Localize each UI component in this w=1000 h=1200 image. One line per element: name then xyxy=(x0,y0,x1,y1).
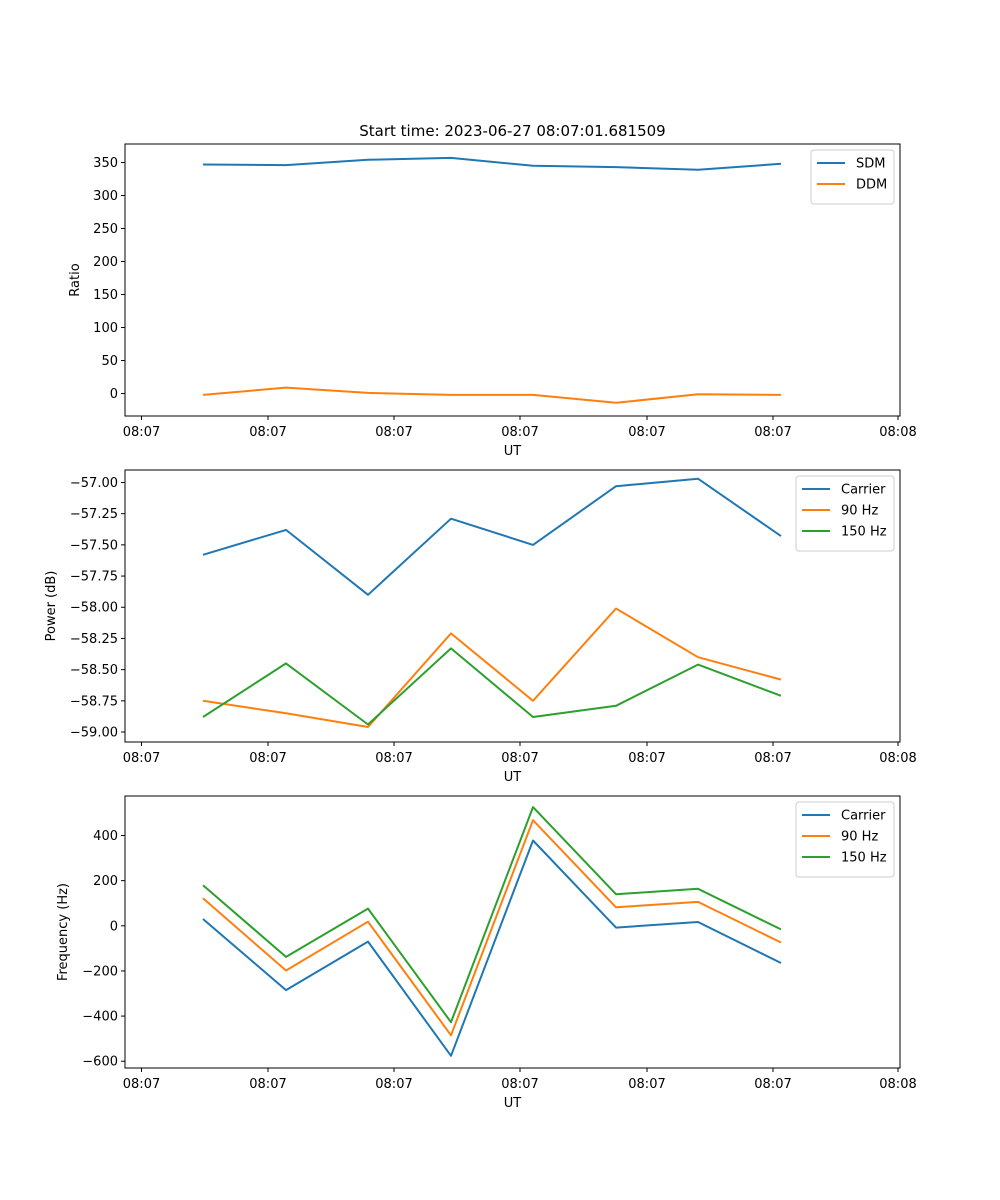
series-line-90-hz xyxy=(202,607,782,728)
x-tick-label: 08:07 xyxy=(501,751,538,766)
y-tick-label: 0 xyxy=(110,919,118,934)
series-line-150-hz xyxy=(202,806,782,1024)
y-tick-label: 400 xyxy=(93,829,118,844)
legend-entry: 150 Hz xyxy=(841,525,887,540)
y-tick-label: 100 xyxy=(93,321,118,336)
y-tick-label: −57.25 xyxy=(70,507,118,522)
y-tick-label: −57.75 xyxy=(70,570,118,585)
x-tick-label: 08:07 xyxy=(249,751,286,766)
series-line-150-hz xyxy=(202,647,782,726)
subplot-3: 08:07 08:07 08:07 08:07 08:07 08:07 08:08 −600 −… xyxy=(56,795,917,1111)
subplot-1: 08:07 08:07 08:07 08:07 08:07 08:07 08:08 0 50 10… xyxy=(68,143,917,459)
x-tick-label: 08:08 xyxy=(879,1077,916,1092)
axes-frame xyxy=(124,469,901,743)
x-tick-label: 08:07 xyxy=(249,425,286,440)
x-axis-label: UT xyxy=(504,444,522,459)
x-tick-label: 08:07 xyxy=(501,1077,538,1092)
y-tick-label: −600 xyxy=(82,1055,118,1070)
y-tick-label: 350 xyxy=(93,156,118,171)
x-tick-label: 08:07 xyxy=(754,751,791,766)
x-axis-label: UT xyxy=(504,1096,522,1111)
axes-frame xyxy=(124,795,901,1069)
series-line-90-hz xyxy=(202,819,782,1037)
y-axis-label: Power (dB) xyxy=(44,571,59,642)
legend-entry: 150 Hz xyxy=(841,851,887,866)
figure-title: Start time: 2023-06-27 08:07:01.681509 xyxy=(359,122,665,140)
x-tick-label: 08:07 xyxy=(501,425,538,440)
legend-entry: Carrier xyxy=(841,483,886,498)
y-tick-label: 0 xyxy=(110,387,118,402)
legend-box xyxy=(795,475,895,552)
x-tick-label: 08:08 xyxy=(879,425,916,440)
x-tick-label: 08:07 xyxy=(123,751,160,766)
series-line-carrier xyxy=(202,477,782,596)
x-tick-label: 08:07 xyxy=(628,751,665,766)
y-tick-label: 200 xyxy=(93,255,118,270)
x-tick-label: 08:07 xyxy=(375,751,412,766)
legend: SDM DDM xyxy=(810,149,895,205)
legend-entry: SDM xyxy=(856,157,885,172)
legend: Carrier 90 Hz 150 Hz xyxy=(795,801,895,878)
y-tick-label: 50 xyxy=(101,354,118,369)
legend-entry: 90 Hz xyxy=(841,830,878,845)
x-tick-label: 08:07 xyxy=(628,1077,665,1092)
x-tick-label: 08:08 xyxy=(879,751,916,766)
x-tick-label: 08:07 xyxy=(754,1077,791,1092)
legend-box xyxy=(795,801,895,878)
y-tick-label: −57.50 xyxy=(70,538,118,553)
legend: Carrier 90 Hz 150 Hz xyxy=(795,475,895,552)
legend-entry: DDM xyxy=(856,178,887,193)
y-tick-label: 200 xyxy=(93,874,118,889)
legend-entry: 90 Hz xyxy=(841,504,878,519)
x-tick-label: 08:07 xyxy=(375,425,412,440)
axes-frame xyxy=(124,143,901,417)
y-tick-label: −58.75 xyxy=(70,694,118,709)
legend-entry: Carrier xyxy=(841,809,886,824)
x-tick-label: 08:07 xyxy=(375,1077,412,1092)
y-tick-label: 150 xyxy=(93,288,118,303)
x-tick-label: 08:07 xyxy=(123,425,160,440)
y-tick-label: −58.25 xyxy=(70,632,118,647)
y-tick-label: −58.00 xyxy=(70,601,118,616)
y-tick-label: 300 xyxy=(93,189,118,204)
series-line-sdm xyxy=(202,156,782,171)
y-tick-label: −200 xyxy=(82,964,118,979)
y-tick-label: 250 xyxy=(93,222,118,237)
x-axis-label: UT xyxy=(504,770,522,785)
series-line-carrier xyxy=(202,839,782,1057)
x-tick-label: 08:07 xyxy=(249,1077,286,1092)
y-axis-label: Ratio xyxy=(68,263,83,296)
x-tick-label: 08:07 xyxy=(754,425,791,440)
y-tick-label: −400 xyxy=(82,1010,118,1025)
subplot-2: 08:07 08:07 08:07 08:07 08:07 08:07 08:08 −59.0… xyxy=(44,469,917,785)
y-tick-label: −58.50 xyxy=(70,663,118,678)
y-tick-label: −59.00 xyxy=(70,726,118,741)
y-tick-label: −57.00 xyxy=(70,476,118,491)
x-tick-label: 08:07 xyxy=(123,1077,160,1092)
x-tick-label: 08:07 xyxy=(628,425,665,440)
series-line-ddm xyxy=(202,386,782,404)
y-axis-label: Frequency (Hz) xyxy=(56,883,71,981)
